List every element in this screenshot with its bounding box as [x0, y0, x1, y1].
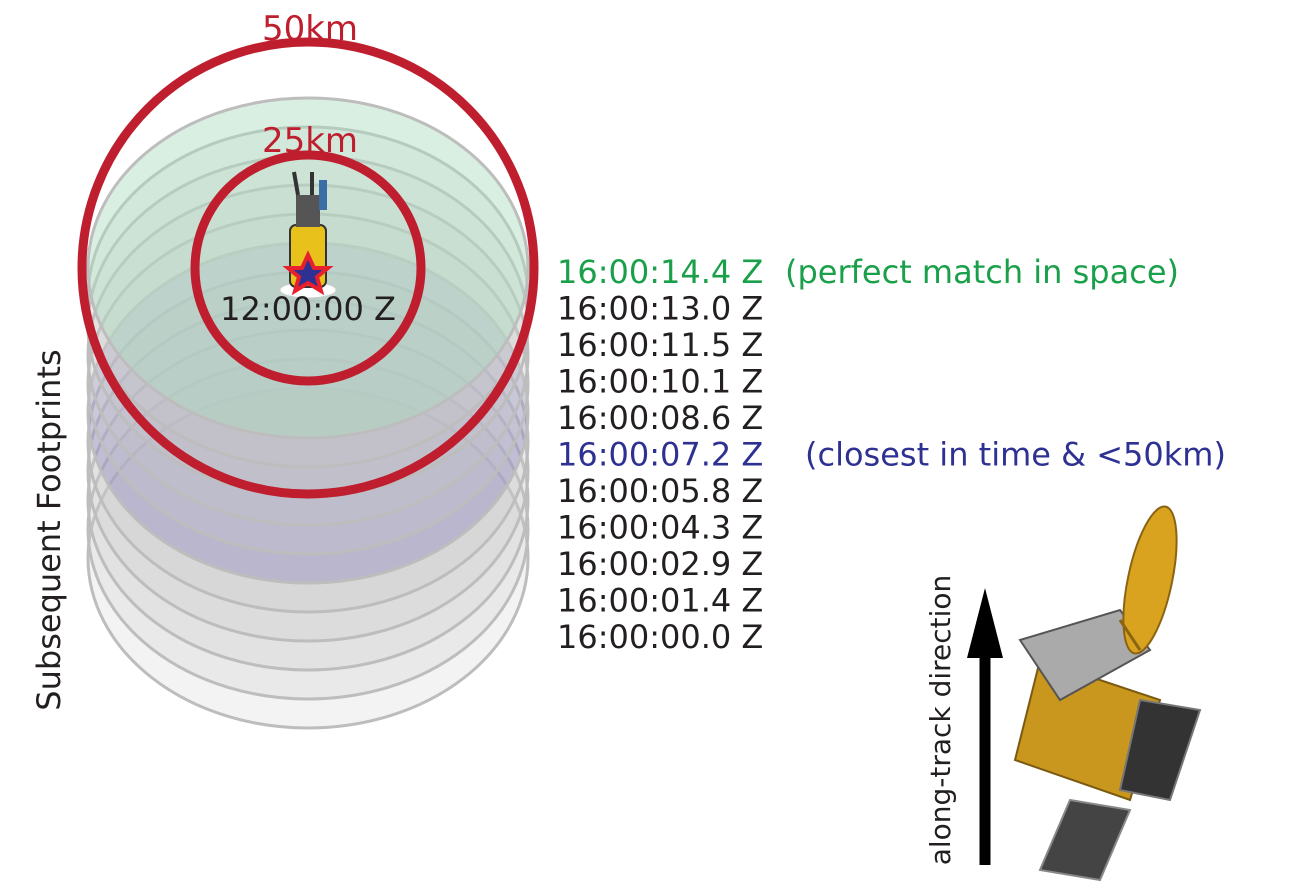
footprint-time: 16:00:01.4 Z: [557, 582, 763, 620]
footprint-time: 16:00:08.6 Z: [557, 399, 763, 437]
footprint-note: (perfect match in space): [785, 253, 1179, 291]
footprint-time: 16:00:07.2 Z: [557, 436, 763, 474]
direction-label: along-track direction: [924, 575, 957, 866]
buoy-time: 12:00:00 Z: [220, 290, 396, 328]
outer-radius: [77, 37, 539, 499]
footprint-time: 16:00:14.4 Z: [557, 253, 763, 291]
footprint-time: 16:00:11.5 Z: [557, 326, 763, 364]
footprints: [86, 96, 530, 730]
footprint-time: 16:00:04.3 Z: [557, 509, 763, 547]
footprint-time: 16:00:00.0 Z: [557, 618, 763, 656]
time-list: 16:00:14.4 Z (perfect match in space) 16:0…: [557, 253, 1226, 656]
footprint-time: 16:00:13.0 Z: [557, 290, 763, 328]
footprint-note: (closest in time & <50km): [805, 436, 1226, 474]
footprint: [86, 299, 530, 643]
footprint-time: 16:00:05.8 Z: [557, 472, 763, 510]
arrow-head: [967, 588, 1003, 658]
inner-label: 25km: [262, 121, 358, 161]
inner-radius: [190, 150, 426, 386]
outer-label: 50km: [262, 9, 358, 49]
footprint-time: 16:00:10.1 Z: [557, 363, 763, 401]
buoy: [279, 171, 337, 299]
footprint-time: 16:00:02.9 Z: [557, 545, 763, 583]
satellite: [1013, 505, 1202, 882]
axis-label: Subsequent Footprints: [30, 349, 68, 710]
